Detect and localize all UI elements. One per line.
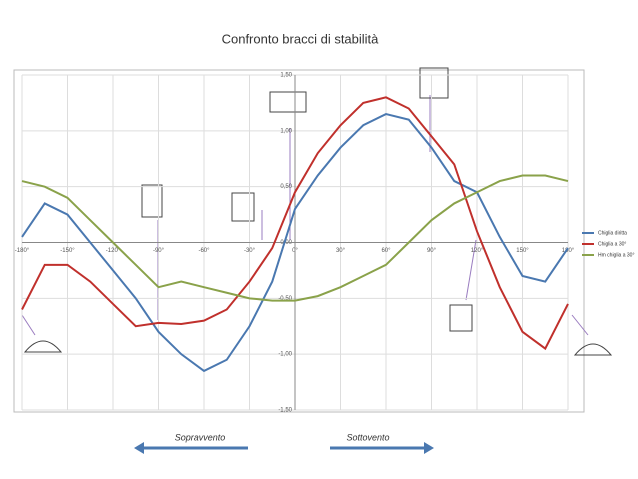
annotation: Sopravvento	[175, 432, 226, 442]
x-tick-label: 90°	[427, 248, 437, 254]
chart-title: Confronto bracci di stabilità	[222, 31, 380, 46]
y-tick-label: 1,50	[280, 73, 292, 79]
series-line	[21, 96, 569, 351]
y-tick-label: -0,50	[278, 296, 292, 302]
x-tick-label: -30°	[244, 248, 256, 254]
x-tick-label: -90°	[153, 248, 165, 254]
x-tick-label: 150°	[516, 248, 529, 254]
legend-label: Hm chiglia a 30°	[598, 252, 634, 258]
series-line	[21, 174, 569, 302]
x-tick-label: 180°	[562, 248, 575, 254]
y-tick-label: -1,50	[278, 408, 292, 414]
legend-label: Chiglia diritta	[598, 230, 627, 236]
plot-frame	[13, 69, 585, 413]
x-tick-label: 30°	[336, 248, 346, 254]
x-tick-label: -60°	[198, 248, 210, 254]
y-tick-label: -1,00	[278, 352, 292, 358]
x-tick-label: 60°	[381, 248, 391, 254]
boat-icons	[23, 67, 613, 356]
x-tick-label: -180°	[15, 248, 30, 254]
x-tick-label: 120°	[471, 248, 484, 254]
x-tick-label: -120°	[106, 248, 121, 254]
y-tick-label: 0,50	[280, 184, 292, 190]
y-tick-label: 0,00	[280, 240, 292, 246]
x-tick-label: -150°	[60, 248, 75, 254]
y-tick-label: 1,00	[280, 128, 292, 134]
legend-label: Chiglia a 30°	[598, 241, 626, 247]
annotation: Sottovento	[346, 432, 389, 442]
direction-arrows	[134, 442, 434, 454]
